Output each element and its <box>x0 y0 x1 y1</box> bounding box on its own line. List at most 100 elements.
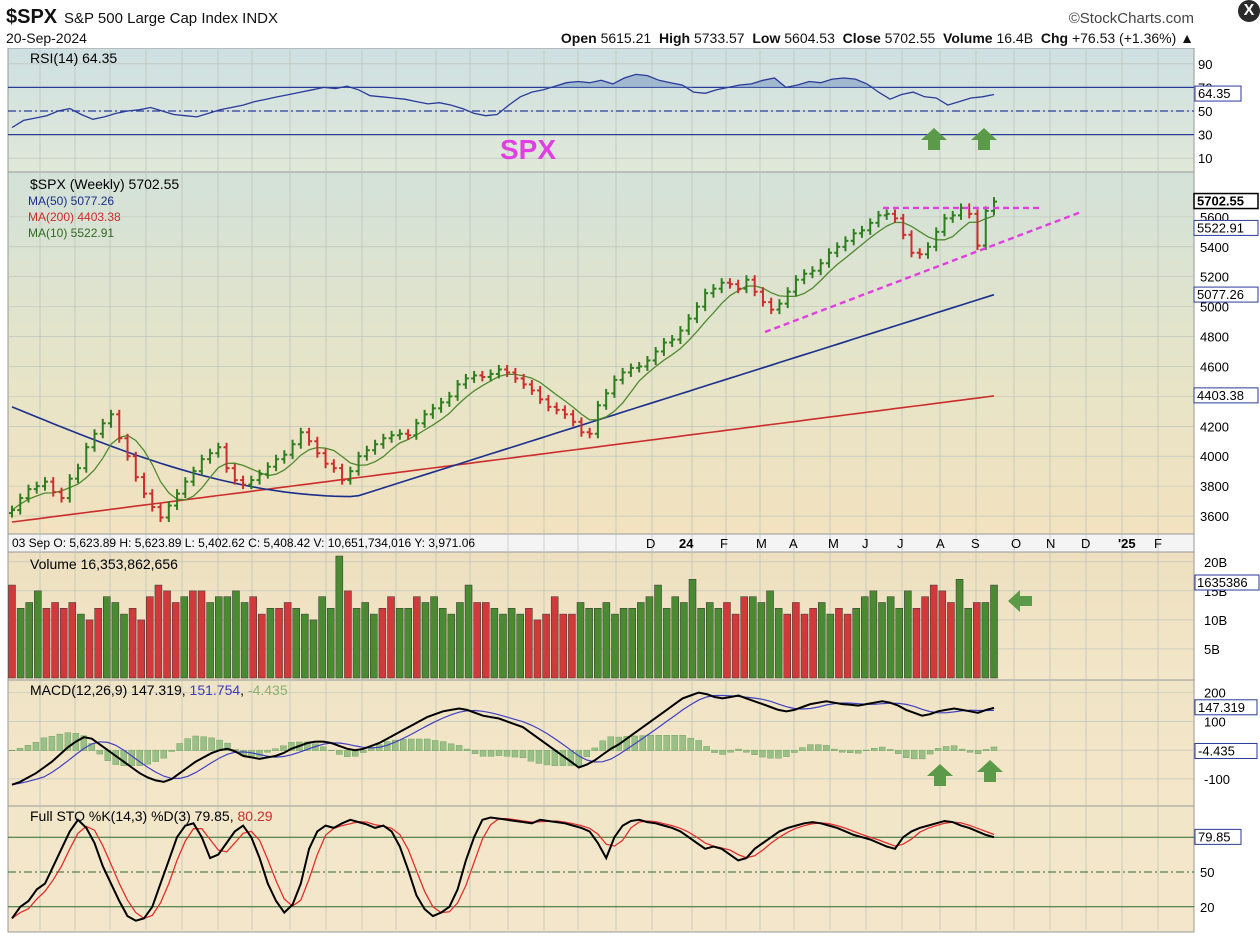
volume-bar <box>947 602 955 679</box>
macd-histogram-bar <box>775 749 782 759</box>
macd-histogram-bar <box>695 740 702 751</box>
macd-histogram-bar <box>136 749 143 766</box>
volume-bar <box>826 613 835 679</box>
volume-bar <box>25 602 33 679</box>
close-icon[interactable]: X <box>1238 0 1260 22</box>
volume-bar <box>637 602 645 679</box>
price-value-label: 5077.26 <box>1197 287 1244 302</box>
x-month-label: '25 <box>1118 536 1136 551</box>
x-month-label: O <box>1011 536 1021 551</box>
volume-bar <box>490 608 499 679</box>
volume-bar <box>197 590 206 679</box>
macd-histogram-bar <box>807 744 814 751</box>
volume-bar <box>378 608 387 679</box>
macd-histogram-bar <box>711 749 718 753</box>
macd-histogram-bar <box>974 749 982 754</box>
volume-bar <box>964 608 972 679</box>
ma200-legend: MA(200) 4403.38 <box>28 210 121 224</box>
volume-bar <box>309 619 318 679</box>
volume-bar <box>51 602 59 679</box>
brand-label[interactable]: ©StockCharts.com <box>1068 10 1194 27</box>
chart-date: 20-Sep-2024 <box>6 30 87 46</box>
macd-histogram-bar <box>487 749 495 757</box>
volume-value-tag <box>1194 574 1260 591</box>
macd-tick-label: -100 <box>1204 772 1230 787</box>
macd-histogram-bar <box>791 749 798 753</box>
symbol-title: $SPX <box>6 6 58 28</box>
macd-line <box>11 691 995 786</box>
volume-bar <box>576 602 585 679</box>
volume-bar <box>602 602 611 679</box>
volume-bar <box>318 596 326 679</box>
macd-histogram-bar <box>831 748 838 751</box>
macd-histogram-bar <box>24 745 32 751</box>
macd-histogram-bar <box>400 739 407 751</box>
price-tick-label: 4200 <box>1200 419 1229 434</box>
rsi-tick-label: 30 <box>1198 128 1212 143</box>
volume-bar <box>499 613 507 679</box>
volume-bar <box>214 596 223 679</box>
macd-histogram-bar <box>80 735 88 751</box>
macd-histogram-bar <box>511 749 519 758</box>
macd-value-label: -4.435 <box>1198 743 1235 758</box>
volume-bar <box>404 608 412 679</box>
macd-histogram-bar <box>879 746 886 751</box>
volume-bar <box>223 596 232 679</box>
macd-legend-macd: 147.319 <box>131 682 182 698</box>
price-tick-label: 4800 <box>1200 330 1229 345</box>
ohlc-summary: Open 5615.21 High 5733.57 Low 5604.53 Cl… <box>561 30 1194 46</box>
x-month-label: N <box>1046 536 1055 551</box>
macd-histogram-bar <box>320 746 327 751</box>
chg-value: +76.53 (+1.36%) <box>1071 30 1177 46</box>
volume-bar <box>275 608 283 679</box>
volume-bar <box>809 608 817 679</box>
support-trendline <box>764 211 1081 334</box>
volume-bar <box>714 608 723 679</box>
macd-histogram-bar <box>527 749 535 762</box>
macd-histogram-bar <box>40 737 48 751</box>
volume-bar <box>533 619 542 679</box>
volume-bar <box>981 602 990 679</box>
macd-histogram-bar <box>607 736 614 751</box>
info-bar-text: 03 Sep O: 5,623.89 H: 5,623.89 L: 5,402.… <box>12 536 475 550</box>
macd-histogram-bar <box>982 749 990 751</box>
volume-bar <box>464 584 473 679</box>
rsi-chart <box>8 73 1194 150</box>
close-label: Close <box>842 30 881 46</box>
index-name: S&P 500 Large Cap Index INDX <box>64 10 279 27</box>
chart-header: $SPX S&P 500 Large Cap Index INDX ©Stock… <box>0 0 1260 48</box>
price-tick-label: 3800 <box>1200 479 1229 494</box>
volume-bar <box>904 590 912 679</box>
volume-bar <box>766 590 774 679</box>
volume-tick-label: 10B <box>1204 613 1227 628</box>
macd-histogram-bar <box>176 743 183 751</box>
volume-bar <box>482 602 490 679</box>
price-value-tag <box>1193 192 1259 210</box>
volume-bar <box>232 590 240 679</box>
macd-histogram-bar <box>16 748 24 751</box>
low-label: Low <box>752 30 781 46</box>
sto-value-label: 79.85 <box>1198 829 1231 844</box>
volume-tick-label: 5B <box>1204 642 1220 657</box>
macd-histogram-bar <box>431 740 439 751</box>
volume-bar <box>559 613 568 679</box>
macd-histogram-bar <box>288 742 295 751</box>
macd-histogram-bar <box>56 733 64 751</box>
volume-bar <box>335 555 344 679</box>
rsi-tick-label: 10 <box>1198 151 1212 166</box>
volume-bar <box>163 590 171 679</box>
macd-histogram-bar <box>575 749 583 766</box>
macd-histogram-bar <box>439 741 447 751</box>
macd-histogram-bar <box>950 745 958 751</box>
x-month-label: J <box>897 536 904 551</box>
volume-chart <box>8 555 1032 679</box>
price-value-label: 4403.38 <box>1197 388 1244 403</box>
sto-tick-label: 20 <box>1200 900 1214 915</box>
price-tick-label: 4000 <box>1200 449 1229 464</box>
volume-bar <box>594 608 602 679</box>
green-left-arrow-icon <box>1008 590 1032 612</box>
macd-histogram-bar <box>663 735 670 751</box>
macd-signal-line <box>11 694 995 786</box>
volume-bar <box>111 602 120 679</box>
macd-histogram-bar <box>64 732 72 751</box>
